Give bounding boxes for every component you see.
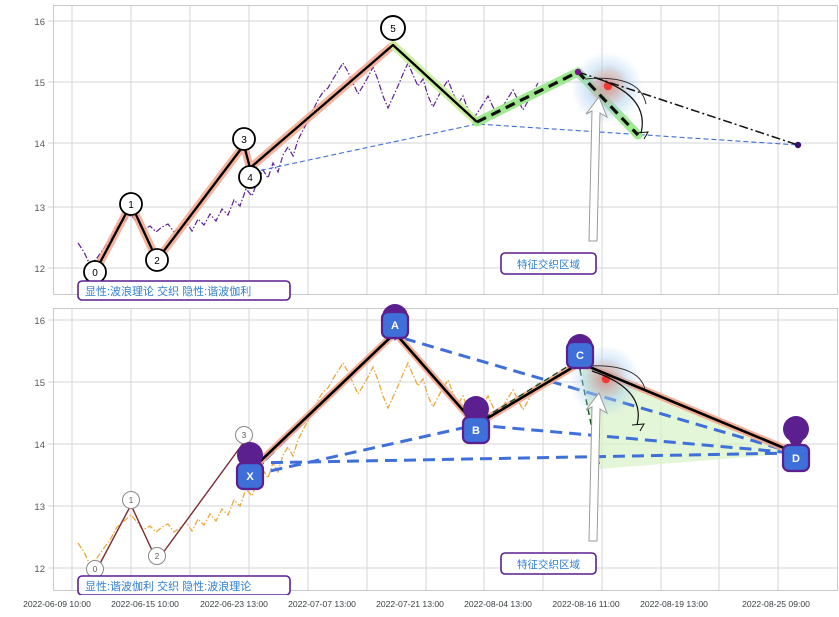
- bottom-callout-arrow: [585, 391, 608, 542]
- x-tick-4: 2022-07-21 13:00: [376, 599, 444, 609]
- y-tick-14: 14: [34, 139, 45, 150]
- harmonic-marker-X-label: X: [246, 471, 254, 483]
- x-tick-8: 2022-08-25 09:00: [742, 599, 810, 609]
- bottom-legend-label: 显性:谐波伽利 交织 隐性:波浪理论: [85, 579, 251, 593]
- bottom-harmonic-markers: X A B C: [235, 304, 811, 491]
- bottom-y-axis: 16 15 14 13 12: [34, 316, 53, 575]
- harmonic-marker-C-label: C: [576, 350, 584, 362]
- wave-marker-4-label: 4: [247, 173, 253, 184]
- bottom-blue-dashed-3: [251, 451, 796, 465]
- wave-marker-2: 2: [145, 248, 169, 272]
- top-callout-arrow: [585, 95, 608, 242]
- harmonic-marker-C[interactable]: C: [565, 334, 595, 371]
- y-tick-14-b: 14: [34, 440, 45, 451]
- wave-marker-1: 1: [119, 192, 143, 216]
- top-arc-indicator: [584, 77, 649, 140]
- x-tick-1: 2022-06-15 10:00: [111, 599, 179, 609]
- harmonic-marker-B[interactable]: B: [461, 396, 491, 445]
- y-tick-16-b: 16: [34, 316, 45, 327]
- x-tick-7: 2022-08-19 13:00: [640, 599, 708, 609]
- x-tick-0: 2022-06-09 10:00: [23, 599, 91, 609]
- wave-marker-0-label: 0: [92, 268, 98, 279]
- harmonic-marker-B-label: B: [472, 425, 480, 437]
- top-intertwine-highlight: [571, 52, 643, 124]
- x-tick-3: 2022-07-07 13:00: [288, 599, 356, 609]
- y-tick-13: 13: [34, 203, 45, 214]
- bottom-chart-svg: 16 15 14 13 12: [34, 304, 838, 595]
- top-chart-panel: 16 15 14 13 12: [0, 0, 839, 303]
- wave-marker-2-label: 2: [154, 256, 160, 267]
- y-tick-15: 15: [34, 78, 45, 89]
- ghost-marker-1-label: 1: [129, 496, 134, 505]
- ghost-marker-0: 0: [86, 560, 104, 578]
- x-tick-6: 2022-08-16 11:00: [552, 599, 619, 609]
- y-tick-15-b: 15: [34, 378, 45, 389]
- y-tick-12: 12: [34, 264, 45, 275]
- harmonic-marker-X[interactable]: X: [235, 442, 265, 491]
- top-convergence-line: [574, 68, 802, 149]
- ghost-marker-2-label: 2: [155, 552, 160, 561]
- ghost-marker-0-label: 0: [93, 565, 98, 574]
- wave-marker-1-label: 1: [128, 200, 134, 211]
- top-blue-channel: [252, 123, 799, 173]
- harmonic-marker-A-label: A: [391, 320, 399, 332]
- wave-marker-5: 5: [380, 15, 406, 41]
- wave-marker-3: 3: [232, 127, 256, 151]
- x-axis-strip: 2022-06-09 10:00 2022-06-15 10:00 2022-0…: [0, 595, 839, 617]
- bottom-arc-indicator: [584, 365, 646, 432]
- bottom-legend: 显性:谐波伽利 交织 隐性:波浪理论: [77, 575, 291, 595]
- wave-marker-0: 0: [83, 260, 107, 284]
- top-legend-label: 显性:波浪理论 交织 隐性:谐波伽利: [85, 284, 251, 298]
- harmonic-marker-D-label: D: [792, 453, 800, 465]
- y-tick-13-b: 13: [34, 502, 45, 513]
- top-legend: 显性:波浪理论 交织 隐性:谐波伽利: [77, 280, 291, 301]
- harmonic-marker-D[interactable]: D: [781, 416, 811, 473]
- top-annotation-label: 特征交织区域: [517, 258, 580, 271]
- ghost-marker-3: 3: [235, 426, 253, 444]
- wave-marker-5-label: 5: [390, 24, 396, 35]
- wave-marker-3-label: 3: [241, 135, 247, 146]
- ghost-marker-1: 1: [122, 491, 140, 509]
- bottom-annotation-label: 特征交织区域: [517, 558, 580, 571]
- ghost-marker-2: 2: [148, 547, 166, 565]
- x-axis-svg: 2022-06-09 10:00 2022-06-15 10:00 2022-0…: [23, 599, 810, 609]
- y-tick-12-b: 12: [34, 564, 45, 575]
- top-wave-markers: 0 1 2 3 4: [83, 15, 406, 284]
- top-chart-svg: 16 15 14 13 12: [34, 5, 838, 301]
- y-tick-16: 16: [34, 17, 45, 28]
- top-y-axis: 16 15 14 13 12: [34, 17, 53, 275]
- wave-marker-4: 4: [238, 165, 262, 189]
- x-tick-5: 2022-08-04 13:00: [464, 599, 532, 609]
- bottom-annotation: 特征交织区域: [500, 552, 597, 575]
- x-tick-2: 2022-06-23 13:00: [200, 599, 268, 609]
- top-grid: [53, 5, 838, 295]
- ghost-marker-3-label: 3: [242, 431, 247, 440]
- harmonic-marker-A[interactable]: A: [380, 304, 410, 341]
- top-annotation: 特征交织区域: [500, 252, 597, 275]
- bottom-chart-panel: 16 15 14 13 12: [0, 303, 839, 595]
